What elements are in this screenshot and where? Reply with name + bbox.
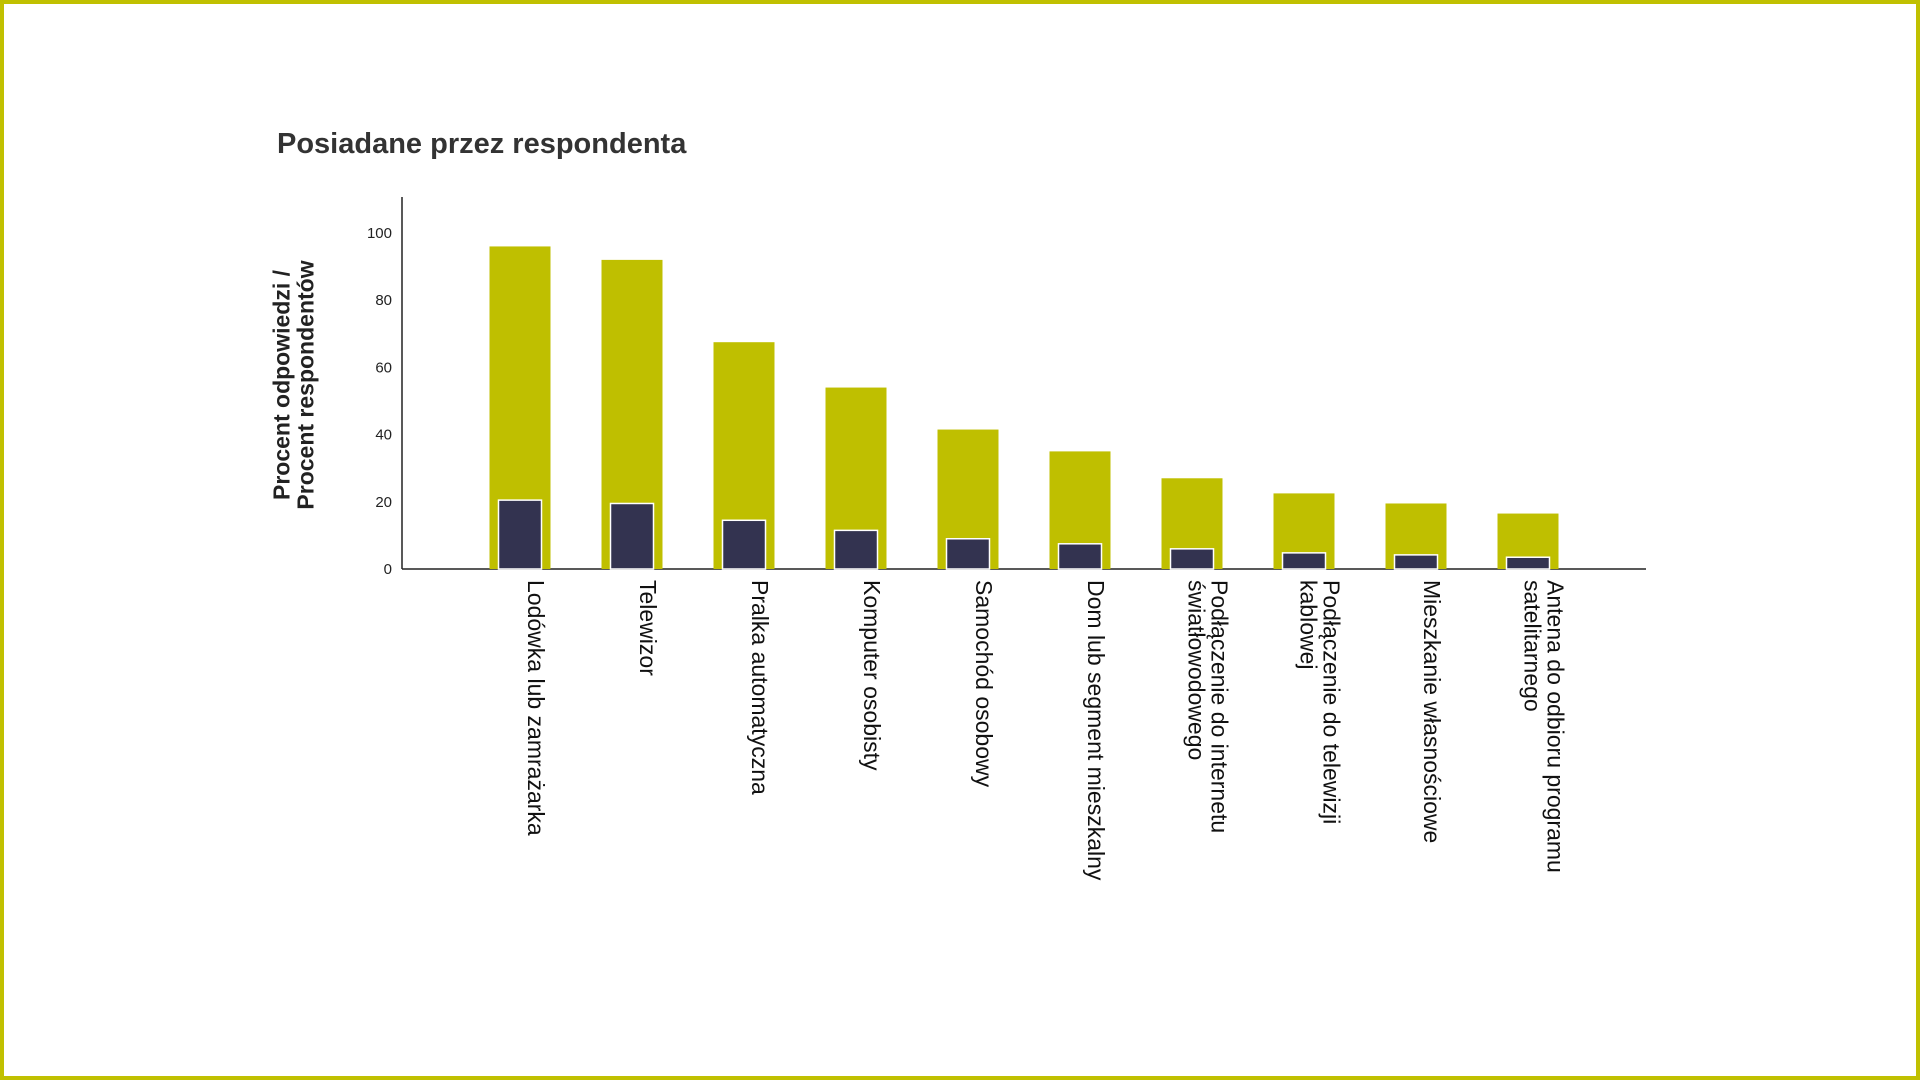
x-category-label: Telewizor <box>635 580 661 676</box>
y-tick-label: 100 <box>367 225 392 242</box>
x-category-label: Podłączenie do internetuświatłowodowego <box>1184 580 1233 833</box>
bar-procent-respondentow <box>721 519 767 570</box>
y-tick-label: 40 <box>375 427 392 444</box>
bar-procent-respondentow <box>833 529 879 570</box>
x-category-label: Pralka automatyczna <box>747 580 773 795</box>
bar-procent-respondentow <box>1057 543 1103 570</box>
x-category-label: Lodówka lub zamrażarka <box>523 580 549 836</box>
chart-title: Posiadane przez respondenta <box>277 128 687 160</box>
bar-procent-respondentow <box>609 502 655 570</box>
x-category-label: Komputer osobisty <box>859 580 885 771</box>
bar-procent-respondentow <box>1169 548 1215 570</box>
y-axis-title: Procent odpowiedzi /Procent respondentów <box>268 260 318 509</box>
y-tick-label: 20 <box>375 494 392 511</box>
x-category-label: Dom lub segment mieszkalny <box>1083 580 1109 881</box>
y-tick-label: 60 <box>375 359 392 376</box>
bar-procent-respondentow <box>1505 556 1551 570</box>
bar-procent-respondentow <box>1393 554 1439 570</box>
x-category-label: Samochód osobowy <box>971 580 997 788</box>
bar-procent-respondentow <box>497 499 543 570</box>
x-category-label: Podłączenie do telewizjikablowej <box>1296 580 1345 824</box>
x-category-label: Antena do odbioru programusatelitarnego <box>1520 580 1569 873</box>
y-tick-label: 0 <box>384 561 392 578</box>
bar-procent-respondentow <box>945 538 991 570</box>
bar-procent-respondentow <box>1281 552 1327 570</box>
y-tick-label: 80 <box>375 292 392 309</box>
x-category-label: Mieszkanie własnościowe <box>1419 580 1445 843</box>
